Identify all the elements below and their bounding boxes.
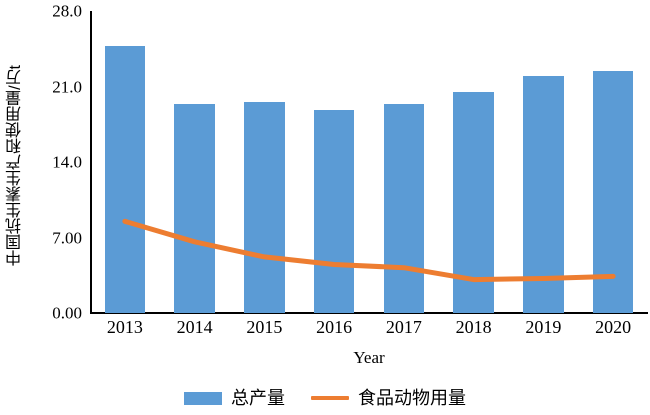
x-axis-tick-label: 2019: [525, 317, 562, 337]
y-axis-title: 中国抗生素生产和使用量/万t: [0, 0, 32, 330]
x-axis-title-label: Year: [353, 348, 385, 367]
bar: [592, 71, 634, 313]
bar: [244, 101, 285, 313]
line-series-food-animal-usage: [122, 218, 616, 283]
bar: [383, 103, 425, 313]
legend-item-food-animal-usage[interactable]: 食品动物用量: [311, 388, 466, 408]
x-axis-tick-label: 2020: [595, 317, 632, 337]
bar: [174, 103, 215, 313]
legend-item-label: 食品动物用量: [358, 388, 466, 408]
chart-legend: 总产量 食品动物用量: [0, 381, 650, 415]
x-axis-title: Year: [90, 348, 648, 368]
legend-line-swatch-icon: [311, 396, 349, 400]
x-axis-tick-label: 2017: [385, 317, 422, 337]
y-axis-tick-label: 0.00: [52, 303, 82, 323]
y-axis-tick-label: 28.0: [52, 1, 82, 21]
x-axis-tick-label: 2018: [455, 317, 492, 337]
y-axis-tick-label: 7.00: [52, 228, 82, 247]
bar: [523, 75, 564, 313]
plot-area: [90, 11, 648, 314]
x-axis-tick-labels: 2013 2014 2015 2016 2017 2018 2019 2020: [90, 316, 648, 344]
x-axis-tick-label: 2013: [106, 317, 143, 337]
legend-bar-swatch-icon: [184, 391, 222, 405]
bar: [104, 45, 146, 313]
legend-item-total-output[interactable]: 总产量: [184, 388, 285, 408]
y-axis-tick-label: 21.0: [52, 77, 82, 96]
y-axis-title-label: 中国抗生素生产和使用量/万t: [7, 64, 24, 266]
x-axis-tick-label: 2016: [316, 317, 353, 337]
y-axis-line: [90, 11, 92, 313]
bar: [313, 110, 355, 313]
bar-series-total-output: [90, 11, 648, 313]
x-axis-tick-label: 2015: [246, 317, 283, 337]
y-axis-tick-label: 14.0: [52, 152, 82, 172]
legend-item-label: 总产量: [231, 388, 285, 408]
y-axis-tick-labels: 0.00 7.00 14.0 21.0 28.0: [34, 0, 86, 330]
x-axis-tick-label: 2014: [176, 317, 213, 337]
x-axis-line: [90, 312, 648, 314]
